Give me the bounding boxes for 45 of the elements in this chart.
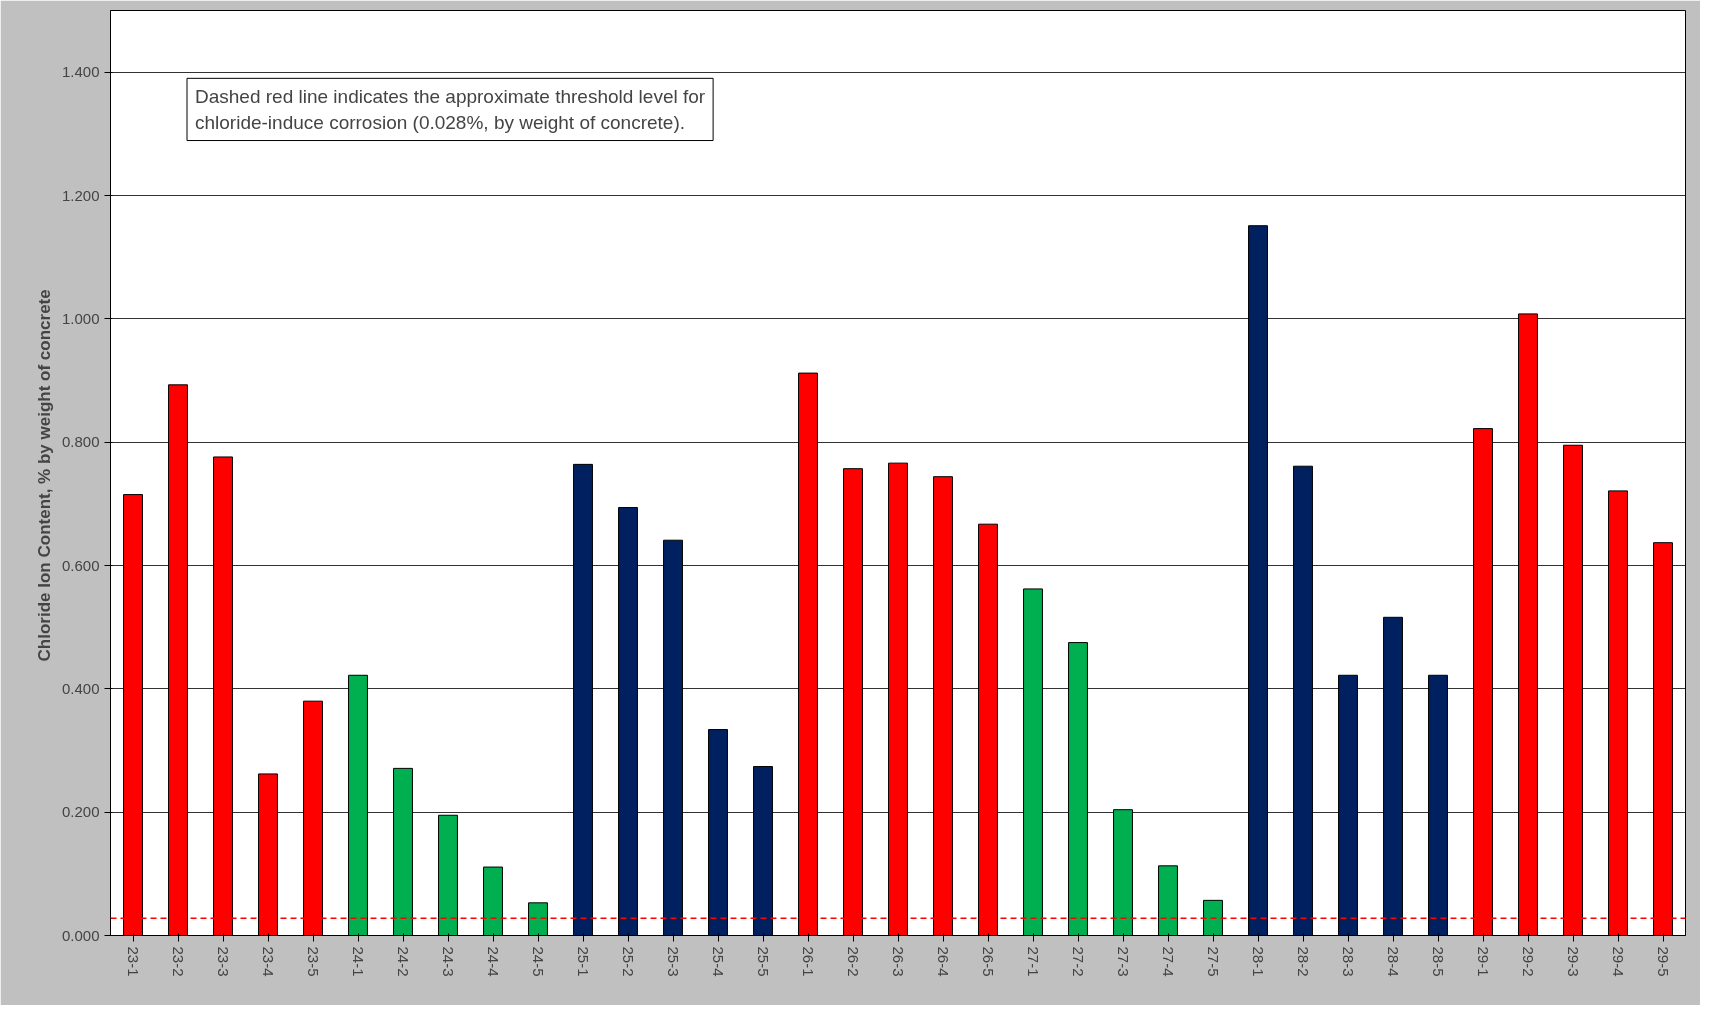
x-tick-label: 23-3 <box>215 946 232 977</box>
x-tick-label: 25-2 <box>620 946 637 977</box>
y-tick-label: 1.400 <box>61 63 100 81</box>
x-tick-label: 29-1 <box>1475 946 1492 977</box>
y-tick-label: 0.400 <box>61 679 100 697</box>
x-tick-label: 23-4 <box>260 946 277 977</box>
x-tick-label: 29-4 <box>1610 946 1627 977</box>
x-tick-label: 24-2 <box>395 946 412 977</box>
x-tick-label: 27-3 <box>1115 946 1132 977</box>
y-tick-label: 0.800 <box>61 433 100 451</box>
y-tick-label: 0.200 <box>61 803 100 821</box>
x-tick-label: 25-3 <box>665 946 682 977</box>
x-tick-label: 25-1 <box>575 946 592 977</box>
x-tick-label: 26-5 <box>980 946 997 977</box>
x-tick-label: 26-2 <box>845 946 862 977</box>
x-tick-label: 29-3 <box>1565 946 1582 977</box>
x-tick-label: 26-3 <box>890 946 907 977</box>
y-axis-title: Chloride Ion Content, % by weight of concrete <box>34 289 54 662</box>
x-tick-label: 23-2 <box>170 946 187 977</box>
y-tick-label: 0.000 <box>61 926 100 944</box>
x-tick-label: 28-1 <box>1250 946 1267 977</box>
x-tick-label: 28-5 <box>1430 946 1447 977</box>
x-tick-label: 28-2 <box>1295 946 1312 977</box>
x-tick-label: 23-1 <box>125 946 142 977</box>
x-tick-label: 23-5 <box>305 946 322 977</box>
x-tick-label: 26-1 <box>800 946 817 977</box>
x-tick-label: 26-4 <box>935 946 952 977</box>
x-tick-label: 25-4 <box>710 946 727 977</box>
x-tick-label: 29-2 <box>1520 946 1537 977</box>
x-tick-label: 24-4 <box>485 946 502 977</box>
x-tick-label: 28-3 <box>1340 946 1357 977</box>
y-tick-label: 1.000 <box>61 309 100 327</box>
y-tick-label: 0.600 <box>61 556 100 574</box>
x-tick-label: 27-4 <box>1160 946 1177 977</box>
x-tick-label: 29-5 <box>1655 946 1672 977</box>
annotation: Dashed red line indicates the approximate threshold level for chloride-induce corrosion (0.028%, by weight of concrete). <box>195 86 706 133</box>
x-tick-label: 27-1 <box>1025 946 1042 977</box>
x-tick-label: 27-2 <box>1070 946 1087 977</box>
x-tick-label: 25-5 <box>755 946 772 977</box>
x-tick-label: 27-5 <box>1205 946 1222 977</box>
x-tick-label: 24-1 <box>350 946 367 977</box>
x-tick-label: 28-4 <box>1385 946 1402 977</box>
y-tick-label: 1.200 <box>61 186 100 204</box>
x-tick-label: 24-5 <box>530 946 547 977</box>
x-tick-label: 24-3 <box>440 946 457 977</box>
